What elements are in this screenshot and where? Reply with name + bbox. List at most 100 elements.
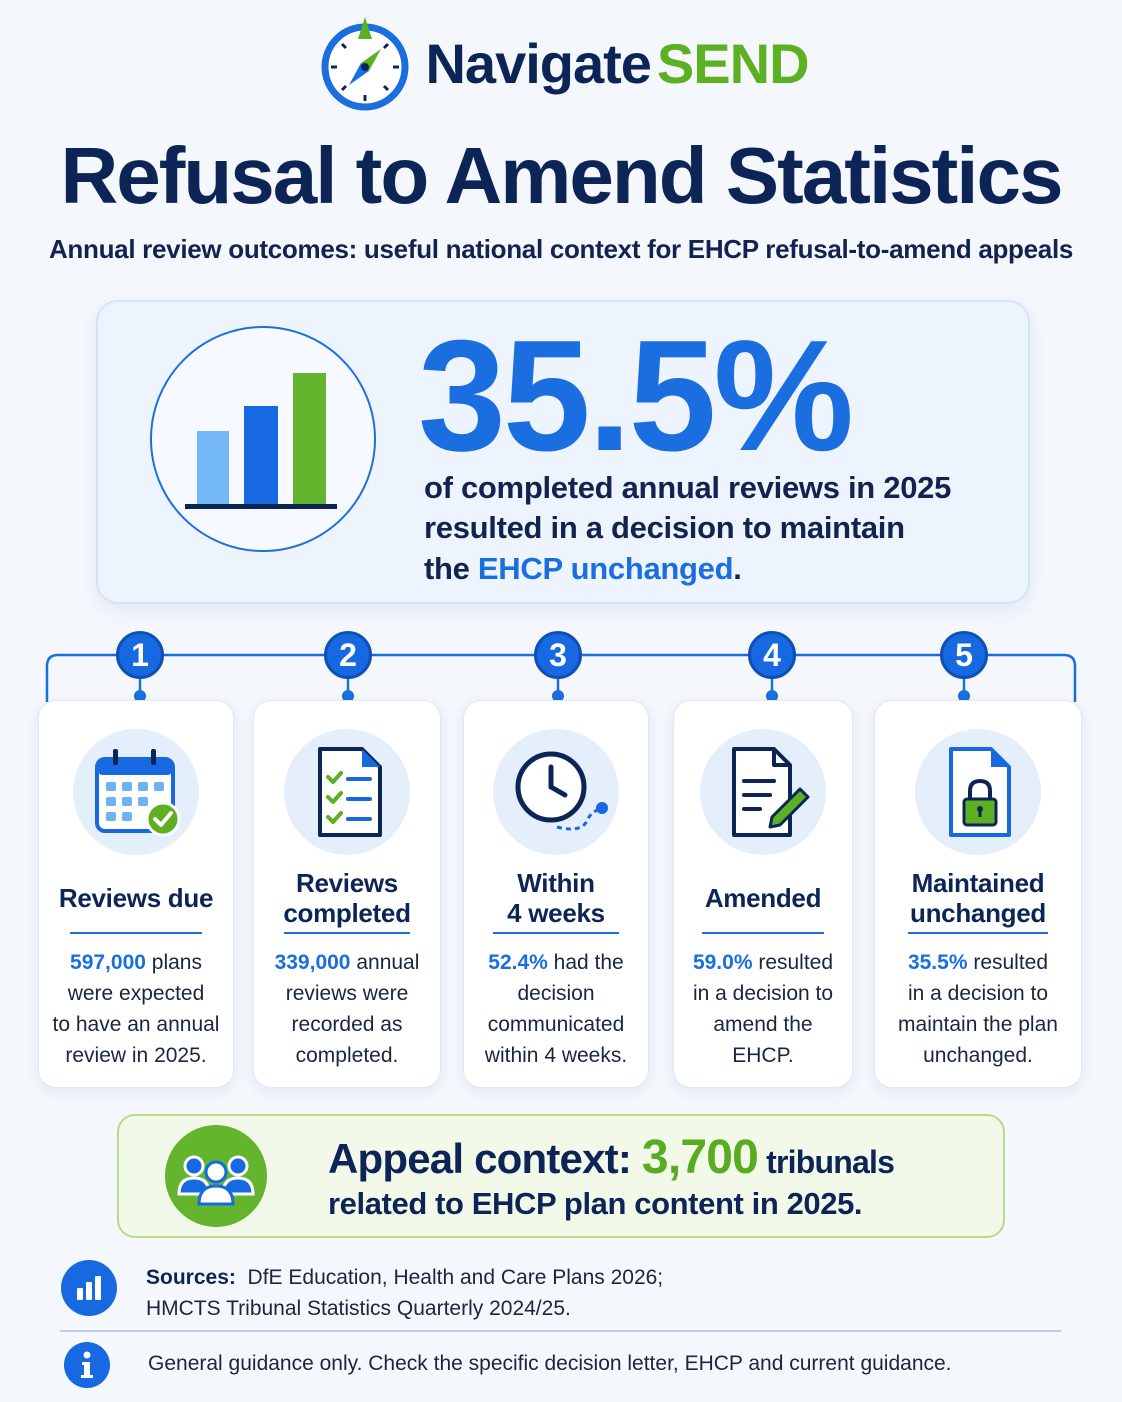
card-text-line-1: had the [547,951,624,974]
step-number-5: 5 [940,631,988,679]
card-text-line-4: within 4 weeks. [484,1044,628,1067]
card-description: 52.4% had the decision communicated with… [474,947,638,1071]
step-card-reviews-completed: Reviews completed 339,000 annual reviews … [253,700,441,1088]
info-icon-circle [64,1342,110,1388]
calendar-check-icon [95,749,181,837]
card-icon-circle [493,729,619,855]
card-icon-circle [284,729,410,855]
document-edit-icon [732,747,810,837]
hero-percent: 35.5% [418,308,854,484]
card-title-line-1: Reviews [296,868,398,898]
step-number-4: 4 [748,631,796,679]
card-title-line-2: unchanged [910,898,1046,928]
appeal-detail: related to EHCP plan content in 2025. [328,1186,863,1221]
card-description: 35.5% resulted in a decision to maintain… [885,947,1071,1071]
card-title-line-1: Amended [704,883,822,913]
appeal-suffix: tribunals [758,1144,895,1180]
compass-icon [321,17,409,111]
chart-icon [77,1276,101,1300]
page-title: Refusal to Amend Statistics [60,131,1063,220]
card-description: 59.0% resulted in a decision to amend th… [684,947,842,1071]
brand-name-part1: Navigate [425,31,651,95]
hero-line-3: the EHCP unchanged. [424,551,742,587]
card-text-line-2: were expected [67,982,205,1005]
card-icon-circle [73,729,199,855]
sources-label: Sources: [146,1266,236,1289]
card-title-line-2: completed [283,898,411,928]
brand-name-part2: SEND [656,31,810,95]
hero-highlight: EHCP unchanged [477,551,734,586]
info-icon [81,1351,93,1378]
card-text-line-4: EHCP. [732,1044,794,1067]
step-card-maintained-unchanged: Maintained unchanged 35.5% resulted in a … [874,700,1082,1088]
card-stat: 59.0% [692,951,753,974]
card-text-line-1: annual [350,951,420,974]
card-text-line-4: review in 2025. [65,1044,207,1067]
checklist-icon [318,747,382,837]
card-text-line-2: in a decision to [692,982,834,1005]
footer-divider [60,1330,1061,1332]
hero-line-3-suffix: . [733,551,742,586]
card-title: Amended [674,863,852,933]
card-description: 597,000 plans were expected to have an a… [49,947,223,1071]
card-text-line-2: in a decision to [907,982,1049,1005]
card-divider [70,932,202,934]
card-icon-circle [915,729,1041,855]
card-title-line-1: Within [517,868,595,898]
step-number-2: 2 [324,631,372,679]
card-text-line-2: reviews were [285,982,409,1005]
card-text-line-3: amend the [713,1013,813,1036]
appeal-label: Appeal context: [328,1135,642,1182]
card-text-line-1: plans [145,951,202,974]
card-divider [283,932,411,934]
sources-text: Sources: DfE Education, Health and Care … [146,1262,663,1324]
card-text-line-3: recorded as [291,1013,403,1036]
card-text-line-4: unchanged. [923,1044,1033,1067]
card-text-line-3: to have an annual [52,1013,220,1036]
card-divider [493,932,619,934]
document-lock-icon [949,747,1011,837]
hero-icon-circle [150,326,376,552]
people-group-icon [177,1155,255,1206]
card-text-line-3: communicated [487,1013,625,1036]
card-text-line-3: maintain the plan [898,1013,1058,1036]
appeal-number: 3,700 [641,1131,759,1184]
hero-line-3-prefix: the [424,551,478,586]
step-number-3: 3 [534,631,582,679]
card-text-line-4: completed. [295,1044,399,1067]
step-card-reviews-due: Reviews due 597,000 plans were expected … [38,700,234,1088]
clock-icon [515,751,608,831]
hero-line-1: of completed annual reviews in 2025 [424,470,952,505]
card-stat: 52.4% [488,951,548,974]
brand-logo: Navigate SEND [0,10,1122,116]
card-title-line-1: Maintained [911,868,1045,898]
guidance-text: General guidance only. Check the specifi… [148,1352,952,1375]
card-description: 339,000 annual reviews were recorded as … [264,947,430,1071]
card-title: Reviews completed [254,863,440,933]
card-title: Within 4 weeks [464,863,648,933]
sources-line-2: HMCTS Tribunal Statistics Quarterly 2024… [146,1297,571,1320]
card-title-line-1: Reviews due [58,883,214,913]
brand-name: Navigate SEND [425,31,810,96]
card-stat: 35.5% [907,951,968,974]
card-divider [907,932,1049,934]
card-title: Reviews due [39,863,233,933]
card-stat: 339,000 [274,951,351,974]
card-divider [702,932,824,934]
step-number-1: 1 [116,631,164,679]
step-card-within-4-weeks: Within 4 weeks 52.4% had the decision com… [463,700,649,1088]
sources-icon-circle [61,1260,117,1316]
card-text-line-2: decision [517,982,595,1005]
appeal-headline: Appeal context: 3,700 tribunals [328,1130,895,1185]
page-subtitle: Annual review outcomes: useful national … [48,234,1074,264]
sources-line-1: DfE Education, Health and Care Plans 202… [235,1266,664,1289]
appeal-icon-circle [165,1125,267,1227]
card-icon-circle [700,729,826,855]
card-title-line-2: 4 weeks [507,898,605,928]
step-card-amended: Amended 59.0% resulted in a decision to … [673,700,853,1088]
card-title: Maintained unchanged [875,863,1081,933]
card-stat: 597,000 [70,951,146,974]
hero-line-2: resulted in a decision to maintain [424,510,905,545]
card-text-line-1: resulted [752,951,834,974]
card-text-line-1: resulted [967,951,1049,974]
